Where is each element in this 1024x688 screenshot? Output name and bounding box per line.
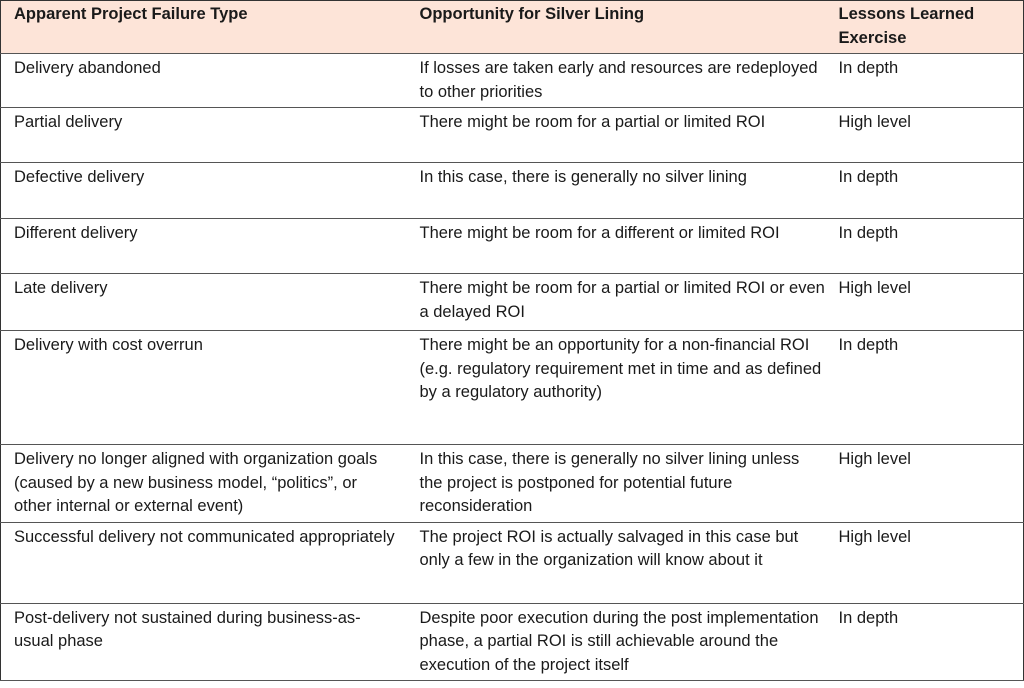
cell-failure-type: Defective delivery — [0, 162, 405, 219]
cell-silver-lining: There might be room for a different or l… — [404, 218, 835, 274]
table-row: Delivery with cost overrun There might be… — [0, 330, 1024, 445]
cell-lessons-learned: High level — [834, 107, 1024, 163]
table-row: Different delivery There might be room fo… — [0, 218, 1024, 274]
table-row: Post-delivery not sustained during busin… — [0, 603, 1024, 681]
table-row: Successful delivery not communicated app… — [0, 522, 1024, 604]
cell-failure-type: Late delivery — [0, 273, 405, 331]
table-row: Late delivery There might be room for a p… — [0, 273, 1024, 331]
table-row: Delivery abandoned If losses are taken ea… — [0, 53, 1024, 108]
cell-silver-lining: Despite poor execution during the post i… — [404, 603, 835, 681]
cell-lessons-learned: High level — [834, 522, 1024, 604]
cell-lessons-learned: In depth — [834, 603, 1024, 681]
table-row: Delivery no longer aligned with organiza… — [0, 444, 1024, 523]
cell-failure-type: Successful delivery not communicated app… — [0, 522, 405, 604]
cell-silver-lining: In this case, there is generally no silv… — [404, 444, 835, 523]
cell-failure-type: Delivery with cost overrun — [0, 330, 405, 445]
cell-lessons-learned: High level — [834, 444, 1024, 523]
header-failure-type: Apparent Project Failure Type — [0, 0, 405, 54]
cell-lessons-learned: High level — [834, 273, 1024, 331]
table-row: Defective delivery In this case, there is… — [0, 162, 1024, 219]
header-row: Apparent Project Failure Type Opportunit… — [0, 0, 1024, 54]
cell-silver-lining: If losses are taken early and resources … — [404, 53, 835, 108]
cell-lessons-learned: In depth — [834, 330, 1024, 445]
cell-failure-type: Post-delivery not sustained during busin… — [0, 603, 405, 681]
header-silver-lining: Opportunity for Silver Lining — [404, 0, 835, 54]
cell-failure-type: Delivery abandoned — [0, 53, 405, 108]
cell-lessons-learned: In depth — [834, 53, 1024, 108]
cell-failure-type: Different delivery — [0, 218, 405, 274]
cell-failure-type: Delivery no longer aligned with organiza… — [0, 444, 405, 523]
cell-silver-lining: There might be an opportunity for a non-… — [404, 330, 835, 445]
header-lessons-learned: Lessons Learned Exercise — [834, 0, 1024, 54]
cell-lessons-learned: In depth — [834, 218, 1024, 274]
cell-silver-lining: There might be room for a partial or lim… — [404, 107, 835, 163]
cell-silver-lining: In this case, there is generally no silv… — [404, 162, 835, 219]
table-row: Partial delivery There might be room for … — [0, 107, 1024, 163]
cell-lessons-learned: In depth — [834, 162, 1024, 219]
cell-silver-lining: There might be room for a partial or lim… — [404, 273, 835, 331]
cell-silver-lining: The project ROI is actually salvaged in … — [404, 522, 835, 604]
cell-failure-type: Partial delivery — [0, 107, 405, 163]
